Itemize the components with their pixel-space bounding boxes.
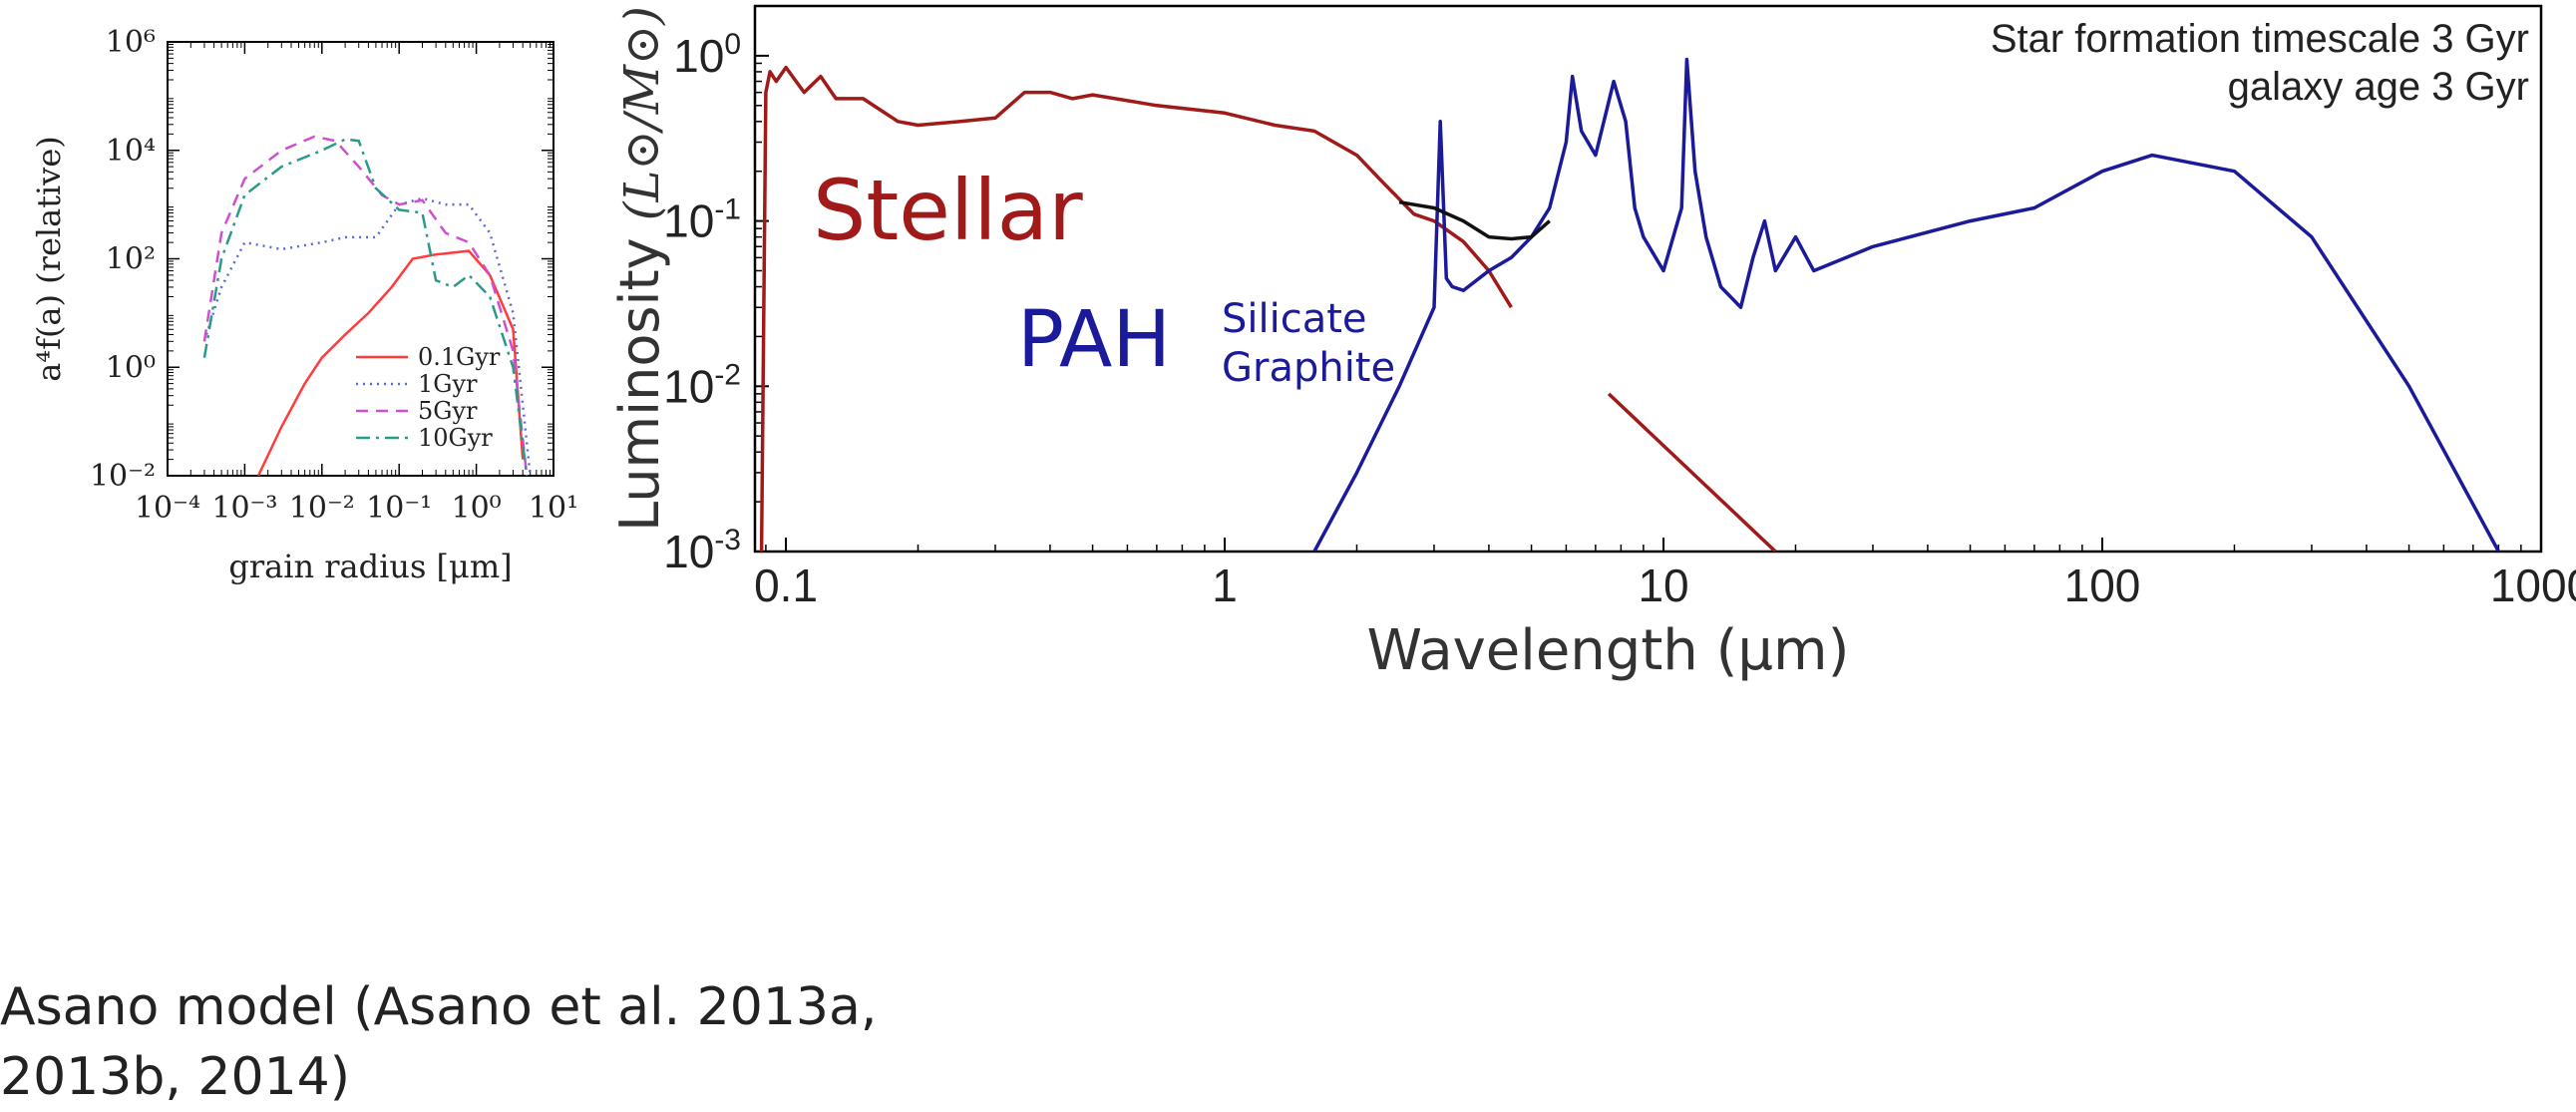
y-tick-label: 10-1: [663, 193, 741, 247]
legend-label-0.1Gyr: 0.1Gyr: [418, 343, 501, 371]
x-tick-label: 10⁻¹: [366, 491, 432, 526]
caption-line-2: 2013b, 2014): [0, 1047, 351, 1107]
x-axis-label: Wavelength (μm): [1367, 618, 1850, 683]
legend-label-10Gyr: 10Gyr: [418, 424, 493, 452]
series-line-stellar-tail: [1607, 392, 1777, 552]
label-graphite: Graphite: [1222, 345, 1395, 391]
y-axis-label-unit: (L⊙/M⊙): [614, 6, 670, 220]
caption-line-1: Asano model (Asano et al. 2013a,: [0, 977, 878, 1037]
caption: Asano model (Asano et al. 2013a, 2013b, …: [0, 972, 877, 1112]
y-tick-base: 10: [663, 195, 714, 247]
x-tick-label: 10⁻²: [289, 491, 355, 526]
y-axis-label: Luminosity (L⊙/M⊙): [608, 6, 671, 532]
series-line-1Gyr: [202, 196, 532, 476]
y-tick-label: 100: [673, 28, 741, 82]
y-axis-label: a⁴f(a) (relative): [30, 136, 68, 382]
x-tick-label: 10⁰: [451, 491, 501, 526]
x-tick-label: 0.1: [754, 559, 818, 611]
label-pah: PAH: [1017, 295, 1171, 385]
y-tick-exp: -1: [714, 193, 741, 226]
x-axis-label: grain radius [μm]: [228, 548, 512, 585]
x-tick-label: 10¹: [529, 491, 578, 526]
annotation-line-1: Star formation timescale 3 Gyr: [1991, 17, 2529, 61]
y-tick-label: 10²: [106, 242, 156, 277]
y-tick-exp: -3: [714, 524, 741, 556]
label-silicate: Silicate: [1222, 296, 1367, 342]
x-tick-label: 10⁻³: [211, 491, 277, 526]
series-line-dust: [1312, 57, 2500, 552]
y-tick-label: 10-3: [663, 524, 741, 577]
y-tick-base: 10: [663, 360, 714, 412]
legend-label-5Gyr: 5Gyr: [418, 397, 478, 425]
annotation-line-2: galaxy age 3 Gyr: [2228, 65, 2529, 109]
label-stellar: Stellar: [813, 162, 1083, 259]
plot-frame: [753, 4, 2543, 554]
y-tick-label: 10⁰: [106, 350, 156, 385]
x-tick-label: 1: [1212, 559, 1238, 611]
y-tick-label: 10⁴: [106, 134, 156, 169]
grain-size-chart: 10⁻⁴ 10⁻³ 10⁻² 10⁻¹ 10⁰ 10¹ 10⁻² 10⁰ 10² 10⁴ 10⁶ gr…: [30, 25, 578, 585]
y-axis-label-word: Luminosity: [608, 220, 671, 532]
series-line-total: [1398, 199, 1551, 241]
series-line-0.1Gyr: [256, 249, 525, 476]
x-tick-label: 1000: [2490, 559, 2576, 611]
y-tick-exp: 0: [724, 28, 741, 61]
y-tick-label: 10⁻²: [90, 459, 156, 494]
y-tick-label: 10⁶: [106, 25, 156, 60]
series-line-10Gyr: [202, 138, 529, 476]
x-tick-label: 100: [2064, 559, 2141, 611]
series-line-stellar: [759, 65, 1513, 552]
y-tick-base: 10: [663, 526, 714, 577]
y-tick-exp: -2: [714, 358, 741, 391]
y-tick-base: 10: [673, 30, 724, 82]
legend-label-1Gyr: 1Gyr: [418, 370, 478, 398]
y-tick-label: 10-2: [663, 358, 741, 412]
x-tick-label: 10⁻⁴: [135, 491, 200, 526]
x-tick-label: 10: [1638, 559, 1688, 611]
